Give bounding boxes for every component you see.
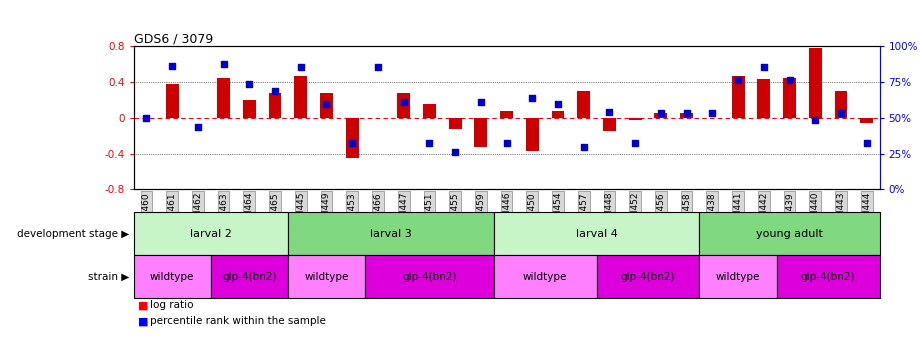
Bar xyxy=(288,255,365,298)
Text: ■: ■ xyxy=(138,316,148,326)
Point xyxy=(448,149,462,155)
Bar xyxy=(494,212,699,255)
Bar xyxy=(211,255,288,298)
Bar xyxy=(783,78,796,118)
Bar xyxy=(809,48,822,118)
Bar xyxy=(681,114,693,118)
Text: larval 3: larval 3 xyxy=(370,229,412,239)
Bar xyxy=(423,104,436,118)
Point xyxy=(473,99,488,105)
Point xyxy=(834,111,848,116)
Bar xyxy=(365,255,494,298)
Text: wildtype: wildtype xyxy=(304,272,349,282)
Point xyxy=(370,64,385,70)
Text: glp-4(bn2): glp-4(bn2) xyxy=(801,272,856,282)
Text: ■: ■ xyxy=(138,300,148,310)
Point xyxy=(680,111,694,116)
Bar xyxy=(345,118,358,158)
Point xyxy=(705,111,719,116)
Bar xyxy=(295,76,308,118)
Bar xyxy=(134,212,288,255)
Point xyxy=(294,64,309,70)
Point xyxy=(422,140,437,146)
Bar xyxy=(397,93,410,118)
Point xyxy=(782,77,797,83)
Bar xyxy=(494,255,597,298)
Bar xyxy=(731,76,744,118)
Text: GDS6 / 3079: GDS6 / 3079 xyxy=(134,32,213,45)
Bar xyxy=(243,100,256,118)
Text: larval 2: larval 2 xyxy=(190,229,232,239)
Text: log ratio: log ratio xyxy=(150,300,193,310)
Text: percentile rank within the sample: percentile rank within the sample xyxy=(150,316,326,326)
Point xyxy=(499,140,514,146)
Bar xyxy=(288,212,494,255)
Point xyxy=(268,88,283,94)
Point xyxy=(859,140,874,146)
Bar xyxy=(860,118,873,123)
Point xyxy=(525,95,540,101)
Point xyxy=(139,115,154,121)
Point xyxy=(808,117,822,122)
Text: larval 4: larval 4 xyxy=(576,229,617,239)
Bar xyxy=(757,80,770,118)
Bar xyxy=(699,255,776,298)
Bar xyxy=(474,118,487,147)
Bar xyxy=(597,255,699,298)
Bar xyxy=(577,91,590,118)
Bar xyxy=(166,84,179,118)
Point xyxy=(165,63,180,69)
Bar xyxy=(552,111,565,118)
Bar xyxy=(655,114,668,118)
Point xyxy=(602,109,617,114)
Bar xyxy=(449,118,461,129)
Point xyxy=(628,140,643,146)
Text: glp-4(bn2): glp-4(bn2) xyxy=(621,272,675,282)
Bar xyxy=(699,212,880,255)
Point xyxy=(319,101,333,107)
Point xyxy=(730,77,745,83)
Bar xyxy=(629,118,642,121)
Text: young adult: young adult xyxy=(756,229,823,239)
Point xyxy=(654,111,669,116)
Text: wildtype: wildtype xyxy=(523,272,567,282)
Point xyxy=(577,144,591,150)
Point xyxy=(756,64,771,70)
Bar xyxy=(500,111,513,118)
Point xyxy=(344,140,359,146)
Bar xyxy=(526,118,539,151)
Text: development stage ▶: development stage ▶ xyxy=(17,229,129,239)
Point xyxy=(216,61,231,67)
Text: strain ▶: strain ▶ xyxy=(87,272,129,282)
Point xyxy=(396,99,411,105)
Bar xyxy=(269,93,282,118)
Point xyxy=(242,81,257,87)
Bar xyxy=(321,93,332,118)
Text: glp-4(bn2): glp-4(bn2) xyxy=(402,272,457,282)
Text: wildtype: wildtype xyxy=(150,272,194,282)
Bar xyxy=(134,255,211,298)
Point xyxy=(191,124,205,130)
Bar xyxy=(217,78,230,118)
Bar xyxy=(834,91,847,118)
Text: glp-4(bn2): glp-4(bn2) xyxy=(222,272,276,282)
Bar xyxy=(603,118,616,131)
Bar xyxy=(776,255,880,298)
Text: wildtype: wildtype xyxy=(716,272,760,282)
Point xyxy=(551,101,565,107)
